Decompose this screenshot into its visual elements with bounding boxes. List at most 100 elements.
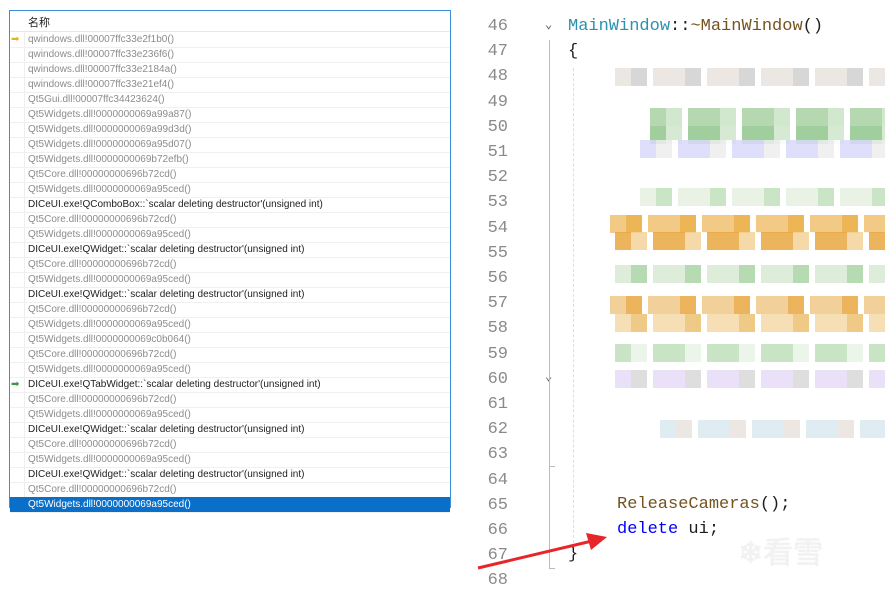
stack-frame-label: Qt5Core.dll!00000000696b72cd() bbox=[28, 484, 177, 495]
line-number: 63 bbox=[487, 445, 508, 465]
stack-frame-label: Qt5Widgets.dll!0000000069a95ced() bbox=[28, 274, 191, 285]
line-number: 59 bbox=[487, 344, 508, 364]
stack-frame-label: Qt5Core.dll!00000000696b72cd() bbox=[28, 214, 177, 225]
fold-line bbox=[549, 40, 550, 568]
blurred-code-line bbox=[640, 188, 885, 206]
collapse-chevron-icon[interactable]: ⌄ bbox=[545, 18, 553, 32]
stack-frame-label: Qt5Widgets.dll!0000000069b72efb() bbox=[28, 154, 189, 165]
column-header-label: 名称 bbox=[28, 17, 50, 29]
stack-frame-row[interactable]: ➡ DICeUI.exe!QTabWidget::`scalar deleting… bbox=[10, 377, 450, 393]
stack-frame-row[interactable]: Qt5Widgets.dll!0000000069a99d3d() bbox=[10, 122, 450, 138]
stack-frame-label: Qt5Widgets.dll!0000000069a95ced() bbox=[28, 364, 191, 375]
stack-frame-row[interactable]: Qt5Core.dll!00000000696b72cd() bbox=[10, 212, 450, 228]
blurred-code-line bbox=[650, 126, 885, 144]
stack-frame-row[interactable]: DICeUI.exe!QWidget::`scalar deleting des… bbox=[10, 242, 450, 258]
stack-frame-row[interactable]: Qt5Core.dll!00000000696b72cd() bbox=[10, 347, 450, 363]
stack-frame-row[interactable]: Qt5Widgets.dll!0000000069a95ced() bbox=[10, 272, 450, 288]
stack-frame-label: qwindows.dll!00007ffc33e2184a() bbox=[28, 64, 177, 75]
blurred-code-line bbox=[615, 344, 885, 362]
stack-frame-row[interactable]: Qt5Widgets.dll!0000000069a95ced() bbox=[10, 227, 450, 243]
line-number: 67 bbox=[487, 546, 508, 566]
collapse-chevron-icon[interactable]: ⌄ bbox=[545, 369, 552, 384]
line-number: 61 bbox=[487, 395, 508, 414]
stack-frame-row[interactable]: Qt5Widgets.dll!0000000069a95ced() bbox=[10, 407, 450, 423]
stack-gutter bbox=[10, 32, 25, 507]
stack-frame-row[interactable]: Qt5Widgets.dll!0000000069a95ced() bbox=[10, 362, 450, 378]
line-number: 65 bbox=[487, 495, 508, 515]
function-signature: MainWindow::~MainWindow() bbox=[568, 17, 824, 36]
line-number: 49 bbox=[487, 92, 508, 112]
stack-frame-label: Qt5Core.dll!00000000696b72cd() bbox=[28, 304, 177, 315]
indent-guide bbox=[573, 68, 574, 558]
line-number: 60 bbox=[487, 369, 508, 389]
stack-frame-label: Qt5Core.dll!00000000696b72cd() bbox=[28, 439, 177, 450]
stack-frame-row[interactable]: Qt5Core.dll!00000000696b72cd() bbox=[10, 167, 450, 183]
blurred-code-line bbox=[615, 68, 885, 86]
stack-frame-row[interactable]: Qt5Widgets.dll!0000000069a95ced() bbox=[10, 452, 450, 468]
stack-frame-row[interactable]: Qt5Widgets.dll!0000000069a95ced() bbox=[10, 182, 450, 198]
line-number: 48 bbox=[487, 67, 508, 87]
stack-frame-row[interactable]: qwindows.dll!00007ffc33e236f6() bbox=[10, 47, 450, 63]
stack-frame-row[interactable]: Qt5Widgets.dll!0000000069a99a87() bbox=[10, 107, 450, 123]
watermark-logo: ❄看雪 bbox=[738, 536, 824, 571]
stack-frame-row[interactable]: ➡ qwindows.dll!00007ffc33e2f1b0() bbox=[10, 32, 450, 48]
line-number: 50 bbox=[487, 117, 508, 137]
stack-frame-row[interactable]: Qt5Widgets.dll!0000000069a95ced() bbox=[10, 317, 450, 333]
stack-frame-row[interactable]: DICeUI.exe!QWidget::`scalar deleting des… bbox=[10, 287, 450, 303]
fold-line-mark bbox=[549, 466, 555, 467]
blurred-code-line bbox=[610, 215, 885, 233]
blurred-code-line bbox=[615, 265, 885, 283]
code-editor[interactable]: 46 47 48 49 50 51 52 53 54 55 56 57 58 59 60 61 62 63 64 65… bbox=[470, 0, 885, 599]
stack-frame-label: DICeUI.exe!QComboBox::`scalar deleting d… bbox=[28, 199, 323, 210]
line-number: 55 bbox=[487, 243, 508, 263]
current-frame-arrow-icon: ➡ bbox=[11, 34, 20, 45]
stack-frame-label: Qt5Widgets.dll!0000000069c0b064() bbox=[28, 334, 191, 345]
stack-frame-label: DICeUI.exe!QWidget::`scalar deleting des… bbox=[28, 289, 305, 300]
fold-line-end bbox=[549, 568, 555, 569]
line-number: 56 bbox=[487, 269, 508, 288]
line-number: 51 bbox=[487, 143, 508, 162]
stack-frame-row[interactable]: DICeUI.exe!QWidget::`scalar deleting des… bbox=[10, 467, 450, 483]
blurred-code-line bbox=[610, 296, 885, 314]
stack-frame-row[interactable]: Qt5Core.dll!00000000696b72cd() bbox=[10, 392, 450, 408]
blurred-code-line bbox=[660, 420, 885, 438]
line-number: 57 bbox=[487, 294, 508, 314]
stack-frame-label: Qt5Widgets.dll!0000000069a95ced() bbox=[28, 229, 191, 240]
stack-frame-row[interactable]: DICeUI.exe!QComboBox::`scalar deleting d… bbox=[10, 197, 450, 213]
stack-frame-label: qwindows.dll!00007ffc33e2f1b0() bbox=[28, 34, 175, 45]
open-brace: { bbox=[568, 42, 579, 61]
blurred-code-line bbox=[615, 232, 885, 250]
stack-frame-row[interactable]: Qt5Widgets.dll!0000000069a95d07() bbox=[10, 137, 450, 153]
stack-frame-row[interactable]: Qt5Gui.dll!00007ffc34423624() bbox=[10, 92, 450, 108]
stack-frame-row[interactable]: Qt5Core.dll!00000000696b72cd() bbox=[10, 257, 450, 273]
line-number: 66 bbox=[487, 521, 508, 540]
stack-frame-row[interactable]: Qt5Core.dll!00000000696b72cd() bbox=[10, 302, 450, 318]
stack-frame-label: Qt5Widgets.dll!0000000069a95ced() bbox=[28, 184, 191, 195]
stack-frame-label: Qt5Core.dll!00000000696b72cd() bbox=[28, 394, 177, 405]
blurred-code-line bbox=[650, 108, 885, 126]
line-number: 64 bbox=[487, 470, 508, 490]
stack-frame-row[interactable]: qwindows.dll!00007ffc33e21ef4() bbox=[10, 77, 450, 93]
stack-frame-label: DICeUI.exe!QTabWidget::`scalar deleting … bbox=[28, 379, 321, 390]
stack-frame-label: DICeUI.exe!QWidget::`scalar deleting des… bbox=[28, 424, 305, 435]
stack-frame-label: Qt5Widgets.dll!0000000069a95ced() bbox=[28, 319, 191, 330]
stack-frame-label: DICeUI.exe!QWidget::`scalar deleting des… bbox=[28, 469, 305, 480]
column-header-name[interactable]: 名称 bbox=[10, 11, 450, 32]
stack-frame-label: Qt5Core.dll!00000000696b72cd() bbox=[28, 259, 177, 270]
stack-frame-row[interactable]: Qt5Widgets.dll!0000000069b72efb() bbox=[10, 152, 450, 168]
stack-frame-row[interactable]: Qt5Widgets.dll!0000000069a95ced() bbox=[10, 497, 450, 513]
stack-frame-row[interactable]: qwindows.dll!00007ffc33e2184a() bbox=[10, 62, 450, 78]
stack-frame-label: Qt5Core.dll!00000000696b72cd() bbox=[28, 169, 177, 180]
return-arrow-icon: ➡ bbox=[11, 379, 20, 390]
stack-frame-label: Qt5Core.dll!00000000696b72cd() bbox=[28, 349, 177, 360]
stack-frame-label: Qt5Widgets.dll!0000000069a95d07() bbox=[28, 139, 192, 150]
close-brace: } bbox=[568, 545, 579, 564]
stack-frame-row[interactable]: Qt5Widgets.dll!0000000069c0b064() bbox=[10, 332, 450, 348]
line-number: 46 bbox=[487, 17, 508, 36]
blurred-code-line bbox=[640, 140, 885, 158]
line-number: 58 bbox=[487, 319, 508, 339]
blurred-code-line bbox=[615, 370, 885, 388]
stack-frame-row[interactable]: DICeUI.exe!QWidget::`scalar deleting des… bbox=[10, 422, 450, 438]
stack-frame-label: DICeUI.exe!QWidget::`scalar deleting des… bbox=[28, 244, 305, 255]
stack-frame-row[interactable]: Qt5Core.dll!00000000696b72cd() bbox=[10, 437, 450, 453]
